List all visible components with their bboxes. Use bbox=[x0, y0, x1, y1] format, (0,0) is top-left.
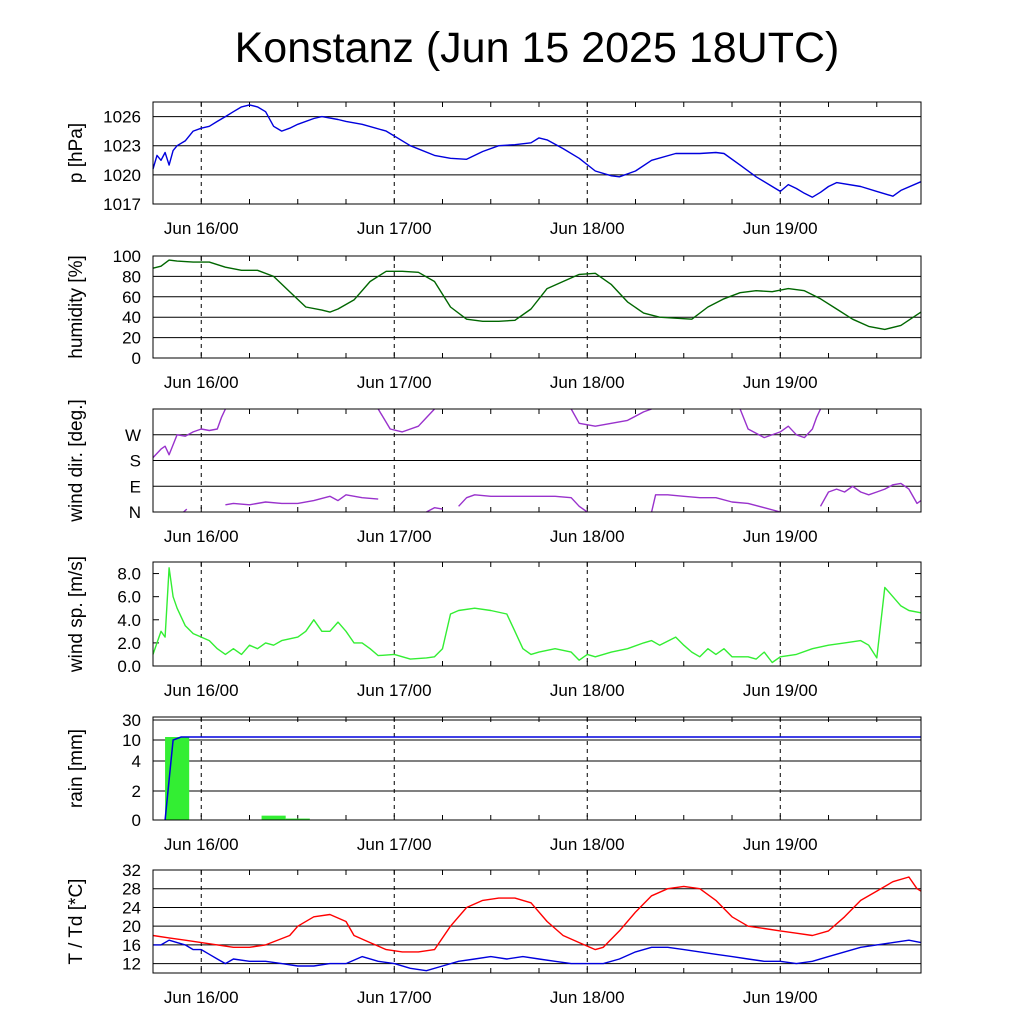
panel-frame bbox=[152, 716, 922, 821]
y-tick-label: 1026 bbox=[103, 108, 141, 127]
x-tick-label: Jun 18/00 bbox=[550, 988, 625, 1007]
series-line bbox=[377, 408, 436, 433]
series-line bbox=[426, 507, 443, 513]
series-line bbox=[570, 408, 652, 427]
chart-title: Konstanz (Jun 15 2025 18UTC) bbox=[234, 24, 840, 72]
y-tick-label: 100 bbox=[113, 247, 141, 266]
y-tick-label: N bbox=[129, 503, 141, 522]
y-tick-label: E bbox=[130, 477, 141, 496]
series-line bbox=[225, 494, 379, 506]
y-axis-label: humidity [%] bbox=[66, 255, 87, 358]
y-axis-label: p [hPa] bbox=[66, 123, 87, 183]
rain-bar bbox=[261, 815, 286, 820]
series-line bbox=[152, 876, 922, 953]
y-tick-label: 1017 bbox=[103, 195, 141, 214]
y-axis-label: rain [mm] bbox=[66, 729, 87, 808]
panel-frame bbox=[152, 101, 922, 205]
y-tick-label: 2.0 bbox=[117, 634, 141, 653]
y-axis-label: T / Td [*C] bbox=[66, 879, 87, 965]
series-line bbox=[650, 494, 781, 513]
y-axis-label: wind dir. [deg.] bbox=[66, 399, 87, 523]
x-tick-label: Jun 19/00 bbox=[743, 681, 818, 700]
y-tick-label: 0 bbox=[132, 811, 141, 830]
y-tick-label: 60 bbox=[122, 288, 141, 307]
series-line bbox=[152, 408, 227, 459]
series-line bbox=[152, 104, 922, 198]
panel-frame bbox=[152, 408, 922, 513]
panel-frame bbox=[152, 869, 922, 974]
series-line bbox=[153, 939, 922, 972]
y-tick-label: 32 bbox=[122, 861, 141, 880]
x-tick-label: Jun 18/00 bbox=[550, 373, 625, 392]
series-line bbox=[819, 482, 922, 507]
x-tick-label: Jun 16/00 bbox=[164, 219, 239, 238]
y-tick-label: 40 bbox=[122, 308, 141, 327]
x-tick-label: Jun 19/00 bbox=[743, 527, 818, 546]
rain-accumulated-line bbox=[164, 736, 921, 821]
series-line bbox=[458, 494, 588, 513]
y-tick-label: 20 bbox=[122, 329, 141, 348]
y-tick-label: 6.0 bbox=[117, 588, 141, 607]
x-tick-label: Jun 17/00 bbox=[357, 219, 432, 238]
series-line bbox=[152, 259, 922, 331]
x-tick-label: Jun 16/00 bbox=[164, 373, 239, 392]
x-tick-label: Jun 17/00 bbox=[357, 681, 432, 700]
y-tick-label: 0 bbox=[132, 349, 141, 368]
x-tick-label: Jun 17/00 bbox=[357, 988, 432, 1007]
panel-frame bbox=[152, 561, 922, 667]
x-tick-label: Jun 19/00 bbox=[743, 219, 818, 238]
x-tick-label: Jun 17/00 bbox=[357, 527, 432, 546]
y-tick-label: 8.0 bbox=[117, 565, 141, 584]
y-tick-label: 1020 bbox=[103, 166, 141, 185]
x-tick-label: Jun 18/00 bbox=[550, 835, 625, 854]
y-axis-label: wind sp. [m/s] bbox=[66, 556, 87, 673]
y-tick-label: 4 bbox=[132, 752, 141, 771]
x-tick-label: Jun 18/00 bbox=[550, 527, 625, 546]
y-tick-label: 28 bbox=[122, 880, 141, 899]
y-tick-label: 30 bbox=[122, 711, 141, 730]
y-tick-label: W bbox=[125, 426, 141, 445]
y-tick-label: 24 bbox=[122, 898, 141, 917]
x-tick-label: Jun 16/00 bbox=[164, 527, 239, 546]
rain-bar bbox=[285, 818, 310, 820]
x-tick-label: Jun 18/00 bbox=[550, 219, 625, 238]
x-tick-label: Jun 16/00 bbox=[164, 988, 239, 1007]
y-tick-label: 12 bbox=[122, 955, 141, 974]
y-tick-label: 1023 bbox=[103, 137, 141, 156]
x-tick-label: Jun 19/00 bbox=[743, 988, 818, 1007]
y-tick-label: 2 bbox=[132, 782, 141, 801]
x-tick-label: Jun 18/00 bbox=[550, 681, 625, 700]
y-tick-label: 20 bbox=[122, 917, 141, 936]
x-tick-label: Jun 16/00 bbox=[164, 835, 239, 854]
x-tick-label: Jun 17/00 bbox=[357, 373, 432, 392]
y-tick-label: 80 bbox=[122, 267, 141, 286]
y-tick-label: 0.0 bbox=[117, 657, 141, 676]
y-tick-label: 16 bbox=[122, 936, 141, 955]
y-tick-label: 10 bbox=[122, 731, 141, 750]
series-line bbox=[739, 408, 822, 439]
series-line bbox=[152, 567, 922, 664]
panel-frame bbox=[152, 255, 922, 359]
y-tick-label: 4.0 bbox=[117, 611, 141, 630]
x-tick-label: Jun 19/00 bbox=[743, 373, 818, 392]
x-tick-label: Jun 16/00 bbox=[164, 681, 239, 700]
x-tick-label: Jun 17/00 bbox=[357, 835, 432, 854]
y-tick-label: S bbox=[130, 452, 141, 471]
x-tick-label: Jun 19/00 bbox=[743, 835, 818, 854]
